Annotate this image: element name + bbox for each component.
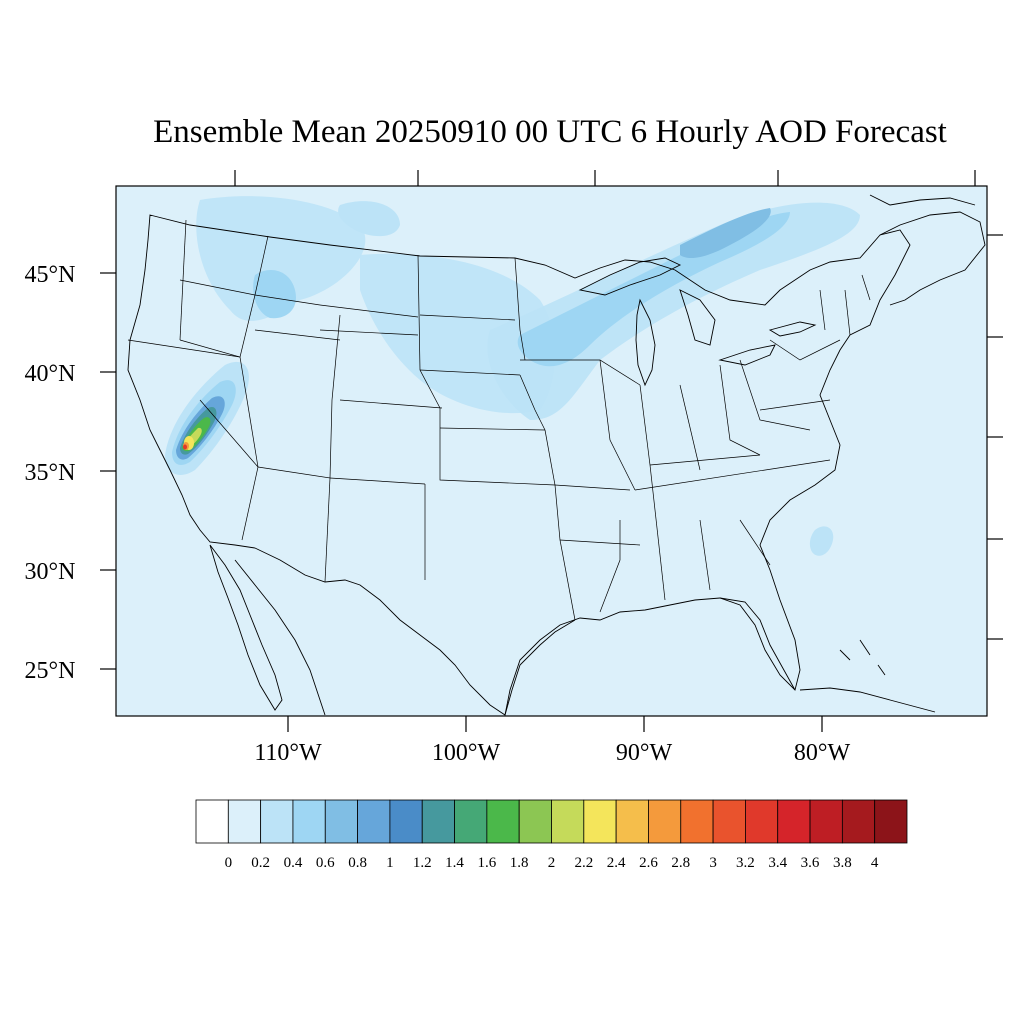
colorbar-label: 0.2 [251, 855, 270, 871]
colorbar-label: 3.8 [833, 855, 852, 871]
state-lines [127, 219, 871, 621]
aod-shading [165, 196, 860, 556]
colorbar-label: 0 [225, 855, 233, 871]
map-frame [115, 185, 988, 717]
colorbar-label: 3.6 [801, 855, 820, 871]
lat-label: 45°N [25, 262, 76, 288]
colorbar-box [292, 799, 326, 844]
colorbar-label: 3.2 [736, 855, 755, 871]
haze-lake-superior-core [680, 208, 771, 259]
haze-idaho-core [253, 270, 296, 319]
lon-label: 110°W [254, 740, 322, 766]
colorbar-box [874, 799, 908, 844]
colorbar-label: 2.6 [639, 855, 658, 871]
baja-coast [209, 544, 283, 711]
colorbar-label: 1.8 [510, 855, 529, 871]
haze-great-lakes-core [517, 212, 790, 367]
canada-north [869, 194, 976, 206]
colorbar-box [421, 799, 455, 844]
colorbar-box [615, 799, 649, 844]
lon-label: 80°W [794, 740, 851, 766]
colorbar-box [809, 799, 843, 844]
colorbar-box [357, 799, 391, 844]
colorbar-box [227, 799, 262, 844]
colorbar: 0 0.2 0.4 0.6 0.8 1 1.2 1.4 1.6 1.8 2 2.2 2.4 2.6 2.8 3… [195, 799, 908, 871]
colorbar-box [518, 799, 552, 844]
colorbar-box [454, 799, 488, 844]
lat-labels: 45°N 40°N 35°N 30°N 25°N [25, 262, 76, 684]
colorbar-label: 2.2 [574, 855, 593, 871]
canada-maritimes [879, 211, 986, 306]
boundaries [127, 194, 986, 716]
lake-superior [578, 257, 682, 296]
colorbar-label: 1.2 [413, 855, 432, 871]
colorbar-box [777, 799, 811, 844]
lat-label: 25°N [25, 658, 76, 684]
colorbar-box [324, 799, 358, 844]
colorbar-box [260, 799, 294, 844]
colorbar-label: 2.8 [671, 855, 690, 871]
haze-atlantic-patch [809, 526, 834, 556]
colorbar-label: 3 [709, 855, 717, 871]
colorbar-box [745, 799, 779, 844]
haze-great-lakes-band [487, 202, 860, 420]
lon-label: 100°W [432, 740, 501, 766]
colorbar-label: 3.4 [768, 855, 787, 871]
colorbar-label: 2.4 [607, 855, 626, 871]
colorbar-box [712, 799, 746, 844]
colorbar-label: 0.6 [316, 855, 335, 871]
lake-michigan [635, 298, 656, 387]
lon-labels: 110°W 100°W 90°W 80°W [254, 740, 850, 766]
gulf-coast-mexico [504, 619, 576, 716]
plume-core [183, 444, 187, 450]
colorbar-box [680, 799, 714, 844]
lat-label: 30°N [25, 559, 76, 585]
colorbar-label: 1 [386, 855, 394, 871]
map-title: Ensemble Mean 20250910 00 UTC 6 Hourly A… [153, 114, 947, 150]
haze-northern-rockies [196, 196, 366, 321]
lake-huron [679, 289, 716, 346]
lake-ontario [768, 321, 817, 337]
colorbar-label: 2 [548, 855, 556, 871]
colorbar-box [389, 799, 423, 844]
colorbar-label: 4 [871, 855, 879, 871]
colorbar-box [841, 799, 876, 844]
colorbar-label: 1.6 [477, 855, 496, 871]
colorbar-box [195, 799, 229, 844]
lon-label: 90°W [616, 740, 673, 766]
colorbar-box [583, 799, 617, 844]
mexico-west-coast [234, 559, 326, 716]
colorbar-box [486, 799, 520, 844]
bahamas [839, 639, 886, 676]
lake-erie [718, 344, 776, 366]
map-panel: 45°N 40°N 35°N 30°N 25°N 110°W 100°W 90°… [25, 170, 1003, 766]
colorbar-label: 1.4 [445, 855, 464, 871]
colorbar-box [648, 799, 682, 844]
lat-label: 35°N [25, 460, 76, 486]
cuba [799, 687, 936, 713]
lat-label: 40°N [25, 361, 76, 387]
colorbar-box [551, 799, 585, 844]
conus-outline [127, 214, 911, 716]
florida [719, 597, 796, 691]
colorbar-label: 0.4 [284, 855, 303, 871]
axis-ticks [100, 170, 1003, 732]
colorbar-label: 0.8 [348, 855, 367, 871]
haze-montana-patch [338, 201, 400, 237]
